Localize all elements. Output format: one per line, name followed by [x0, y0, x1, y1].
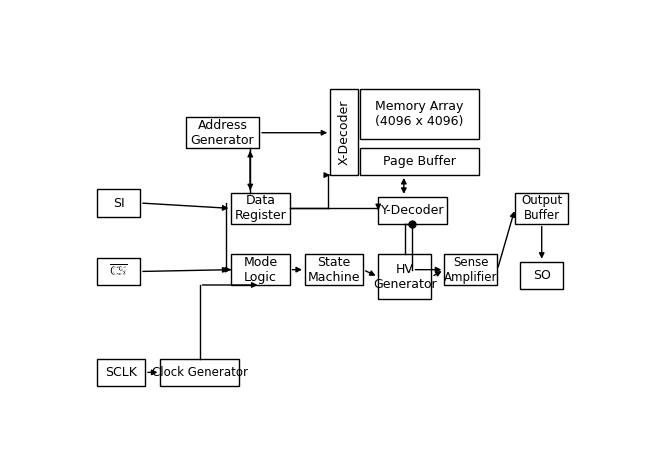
Text: Clock Generator: Clock Generator	[152, 366, 248, 379]
Text: CS: CS	[110, 265, 127, 278]
Text: X-Decoder: X-Decoder	[337, 99, 351, 165]
Bar	[444, 255, 497, 285]
Bar	[360, 88, 479, 139]
Text: Mode
Logic: Mode Logic	[243, 256, 277, 284]
Bar	[520, 262, 563, 289]
Bar	[97, 190, 140, 217]
Bar	[305, 255, 363, 285]
Bar	[186, 117, 259, 148]
Text: Page Buffer: Page Buffer	[383, 155, 455, 168]
Bar	[378, 197, 447, 224]
Text: Data
Register: Data Register	[235, 194, 286, 222]
Text: Address
Generator: Address Generator	[190, 119, 254, 147]
Text: SCLK: SCLK	[105, 366, 137, 379]
Bar	[232, 255, 290, 285]
Text: HV
Generator: HV Generator	[373, 263, 437, 291]
Text: SI: SI	[112, 197, 124, 210]
Text: Y-Decoder: Y-Decoder	[381, 204, 444, 217]
Text: SO: SO	[533, 269, 551, 282]
Bar	[232, 193, 290, 224]
Bar	[360, 148, 479, 175]
Text: CS: CS	[110, 265, 127, 278]
Text: Output
Buffer: Output Buffer	[521, 194, 562, 222]
Text: $\overline{\rm CS}$: $\overline{\rm CS}$	[109, 264, 128, 279]
Bar	[330, 88, 358, 175]
Bar	[515, 193, 568, 224]
Text: State
Machine: State Machine	[307, 256, 360, 284]
Bar	[160, 359, 239, 386]
Bar	[97, 359, 145, 386]
Bar	[378, 255, 432, 300]
Text: Sense
Amplifier: Sense Amplifier	[444, 256, 498, 284]
Text: Memory Array
(4096 x 4096): Memory Array (4096 x 4096)	[375, 100, 463, 128]
Bar	[97, 258, 140, 285]
